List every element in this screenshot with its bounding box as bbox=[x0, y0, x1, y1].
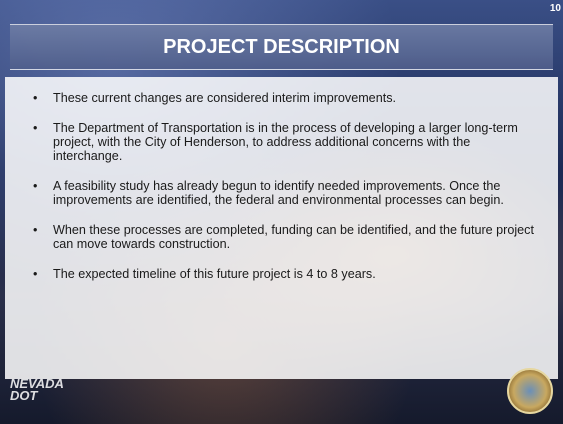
slide-number: 10 bbox=[550, 3, 561, 14]
bullet: These current changes are considered int… bbox=[33, 91, 538, 105]
state-seal bbox=[507, 368, 553, 414]
logo: NEVADA DOT bbox=[10, 378, 64, 402]
content-box: These current changes are considered int… bbox=[5, 77, 558, 379]
slide: 10 PROJECT DESCRIPTION These current cha… bbox=[0, 0, 563, 424]
bullet-list: These current changes are considered int… bbox=[5, 77, 558, 281]
bullet: A feasibility study has already begun to… bbox=[33, 179, 538, 207]
bullet: The Department of Transportation is in t… bbox=[33, 121, 538, 163]
bullet: The expected timeline of this future pro… bbox=[33, 267, 538, 281]
bullet: When these processes are completed, fund… bbox=[33, 223, 538, 251]
logo-text: DOT bbox=[10, 390, 64, 402]
title-bar: PROJECT DESCRIPTION bbox=[10, 24, 553, 70]
slide-title: PROJECT DESCRIPTION bbox=[163, 36, 400, 59]
